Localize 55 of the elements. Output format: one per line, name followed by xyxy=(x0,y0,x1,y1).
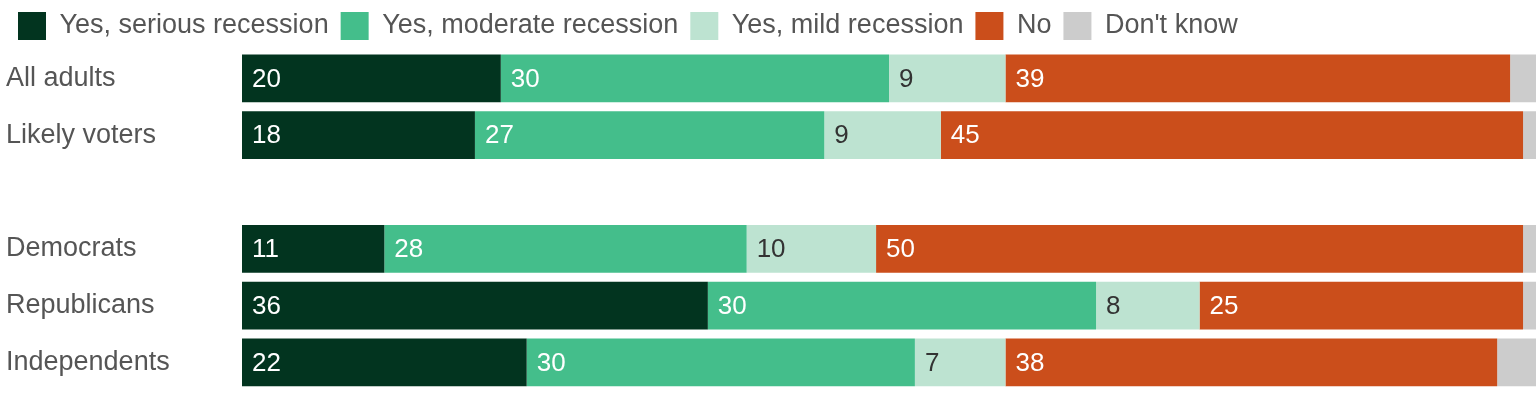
legend-label: Yes, moderate recession xyxy=(382,9,679,40)
data-label: 25 xyxy=(1209,289,1239,320)
bar xyxy=(1523,111,1536,160)
data-label: 28 xyxy=(394,232,424,263)
data-label: 30 xyxy=(510,62,540,93)
bar xyxy=(1523,281,1536,330)
bar xyxy=(242,224,385,273)
bar xyxy=(1005,54,1511,103)
bar xyxy=(707,281,1097,330)
bar xyxy=(824,111,941,160)
data-label: 50 xyxy=(886,232,915,263)
bar xyxy=(1096,281,1200,330)
data-label: 20 xyxy=(252,62,281,93)
data-label: 22 xyxy=(252,346,281,377)
data-label: 36 xyxy=(252,289,281,320)
bar xyxy=(940,111,1524,160)
data-label: 45 xyxy=(950,119,980,150)
legend-label: Yes, mild recession xyxy=(731,9,964,40)
y-tick-label: Independents xyxy=(6,345,170,376)
bar xyxy=(242,54,501,103)
data-label: 18 xyxy=(252,119,281,150)
data-label: 11 xyxy=(252,232,279,263)
data-label: 9 xyxy=(899,62,914,93)
legend-label: Yes, serious recession xyxy=(59,9,329,40)
bar xyxy=(1523,224,1536,273)
bar xyxy=(1199,281,1524,330)
bar xyxy=(914,338,1006,387)
bar xyxy=(242,111,475,160)
data-label: 10 xyxy=(756,232,786,263)
bar xyxy=(1005,338,1498,387)
y-tick-label: Likely voters xyxy=(6,118,157,149)
data-label: 8 xyxy=(1106,289,1121,320)
data-label: 39 xyxy=(1015,62,1045,93)
legend-label: No xyxy=(1016,9,1052,40)
data-label: 7 xyxy=(924,346,940,377)
bar xyxy=(242,281,708,330)
data-label: 38 xyxy=(1015,346,1045,377)
bar xyxy=(1497,338,1536,387)
y-tick-label: All adults xyxy=(6,61,116,92)
data-label: 27 xyxy=(484,119,514,150)
bar xyxy=(242,338,527,387)
bar xyxy=(1510,54,1536,103)
data-label: 30 xyxy=(536,346,566,377)
bar xyxy=(474,111,825,160)
bar xyxy=(889,54,1006,103)
legend-label: Don't know xyxy=(1104,9,1239,40)
bar xyxy=(876,224,1524,273)
data-label: 30 xyxy=(717,289,747,320)
data-label: 9 xyxy=(834,119,849,150)
bar xyxy=(500,54,889,103)
y-tick-label: Democrats xyxy=(6,232,137,263)
bar xyxy=(526,338,915,387)
bar xyxy=(384,224,747,273)
bar xyxy=(746,224,877,273)
y-tick-label: Republicans xyxy=(6,289,155,320)
